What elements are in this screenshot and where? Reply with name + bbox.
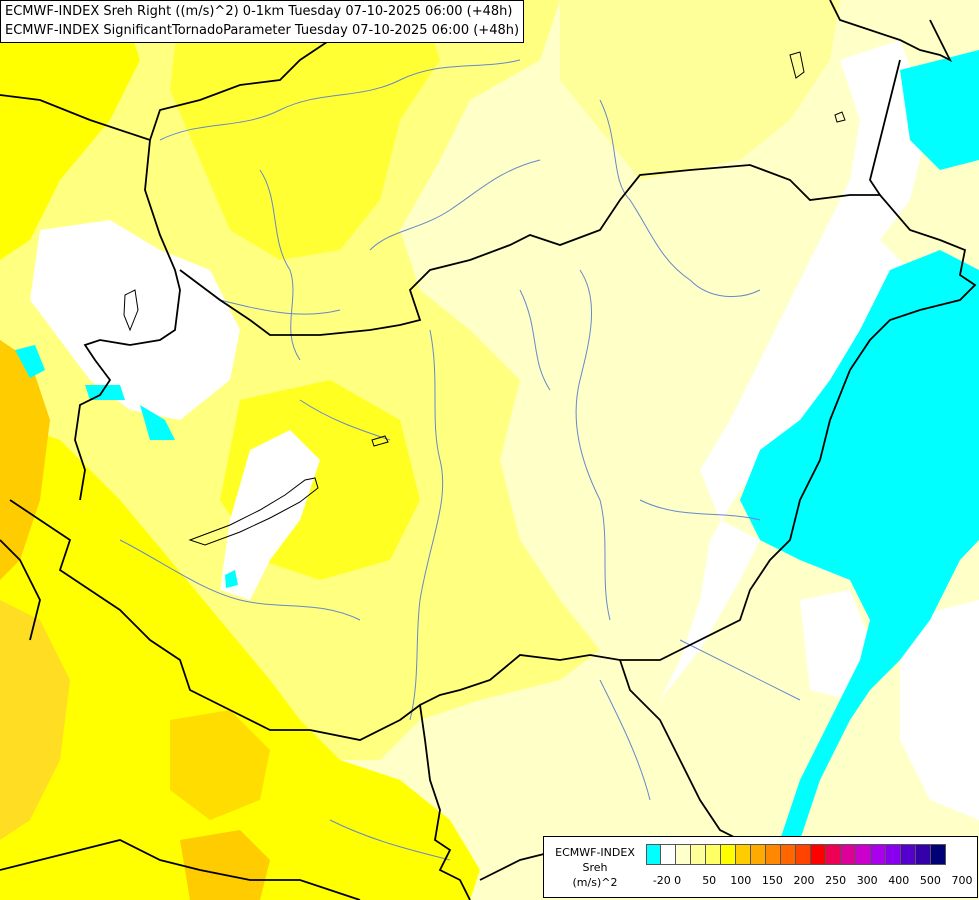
cyan-region-east [740,250,979,840]
legend-tick-label: 50 [702,874,717,887]
legend-swatch [811,844,826,865]
legend-swatch [646,844,661,865]
legend-swatch [901,844,916,865]
legend-swatch [661,844,676,865]
cyan-patch-west-3 [140,405,175,440]
legend-tick-label: 700 [951,874,973,887]
legend-swatch [841,844,856,865]
legend-title: ECMWF-INDEX Sreh (m/s)^2 [546,845,644,890]
cyan-patch-center [225,570,238,588]
lake-small-3 [789,51,805,79]
border-southwest [0,539,41,641]
legend-tick-label: 400 [888,874,910,887]
legend-swatch [706,844,721,865]
legend-tick-label: 100 [730,874,752,887]
cyan-patch-west-1 [15,345,45,378]
legend-swatch [781,844,796,865]
legend-swatch [691,844,706,865]
border-west [74,139,181,501]
legend-title-line-2: Sreh [582,861,608,874]
legend-title-line-3: (m/s)^2 [572,876,618,889]
legend-swatch [736,844,751,865]
legend-swatch [721,844,736,865]
lake-small-2 [123,289,139,332]
white-region-southeast [800,590,870,700]
legend-swatch [826,844,841,865]
lake-small-4 [834,111,846,123]
color-legend: ECMWF-INDEX Sreh (m/s)^2 -20 0 50 100 150 200… [543,836,978,898]
legend-tick-label: 0 [674,874,682,887]
orange-patch [180,830,270,900]
white-region-east [660,40,930,700]
legend-swatch [751,844,766,865]
lakes [123,51,846,546]
title-box: ECMWF-INDEX Sreh Right ((m/s)^2) 0-1km T… [0,0,525,43]
lake-balaton [188,477,319,546]
legend-swatch [916,844,931,865]
legend-title-line-1: ECMWF-INDEX [555,846,635,859]
legend-tick-label: 500 [919,874,941,887]
orange-region-south [170,710,270,820]
legend-tick-label: 250 [825,874,847,887]
title-line-1: ECMWF-INDEX Sreh Right ((m/s)^2) 0-1km T… [5,4,513,19]
legend-tick-label: 300 [856,874,878,887]
bright-yellow-west [0,0,140,260]
title-line-2: ECMWF-INDEX SignificantTornadoParameter … [5,23,520,38]
cyan-patch-west-2 [85,385,125,400]
border-south [9,499,471,900]
legend-tick-label: 200 [793,874,815,887]
border-bottom [0,839,361,900]
yellow-region-east [560,0,840,180]
border-northeast [829,0,953,63]
legend-swatch [886,844,901,865]
legend-ticks: -20 0 50 100 150 200 250 300 400 500 700 [646,874,976,890]
legend-swatch [766,844,781,865]
lake-small-1 [371,435,389,447]
cyan-region-northeast [900,50,979,170]
border-central [179,164,977,706]
legend-swatch [796,844,811,865]
legend-tick-label: 150 [761,874,783,887]
rivers [119,59,801,861]
border-southeast [619,659,741,841]
legend-tick-label: -20 [652,874,671,887]
legend-swatch [856,844,871,865]
border-north-east-2 [869,59,901,196]
legend-swatch [931,844,946,865]
orange-region-southwest [0,600,70,840]
orange-region-west [0,340,50,580]
legend-swatch [871,844,886,865]
white-region-west [30,220,240,420]
legend-swatch [676,844,691,865]
white-region-far-east [900,600,979,820]
white-region-lake [220,430,320,600]
bright-yellow-center [170,0,440,260]
legend-swatches [646,844,946,865]
